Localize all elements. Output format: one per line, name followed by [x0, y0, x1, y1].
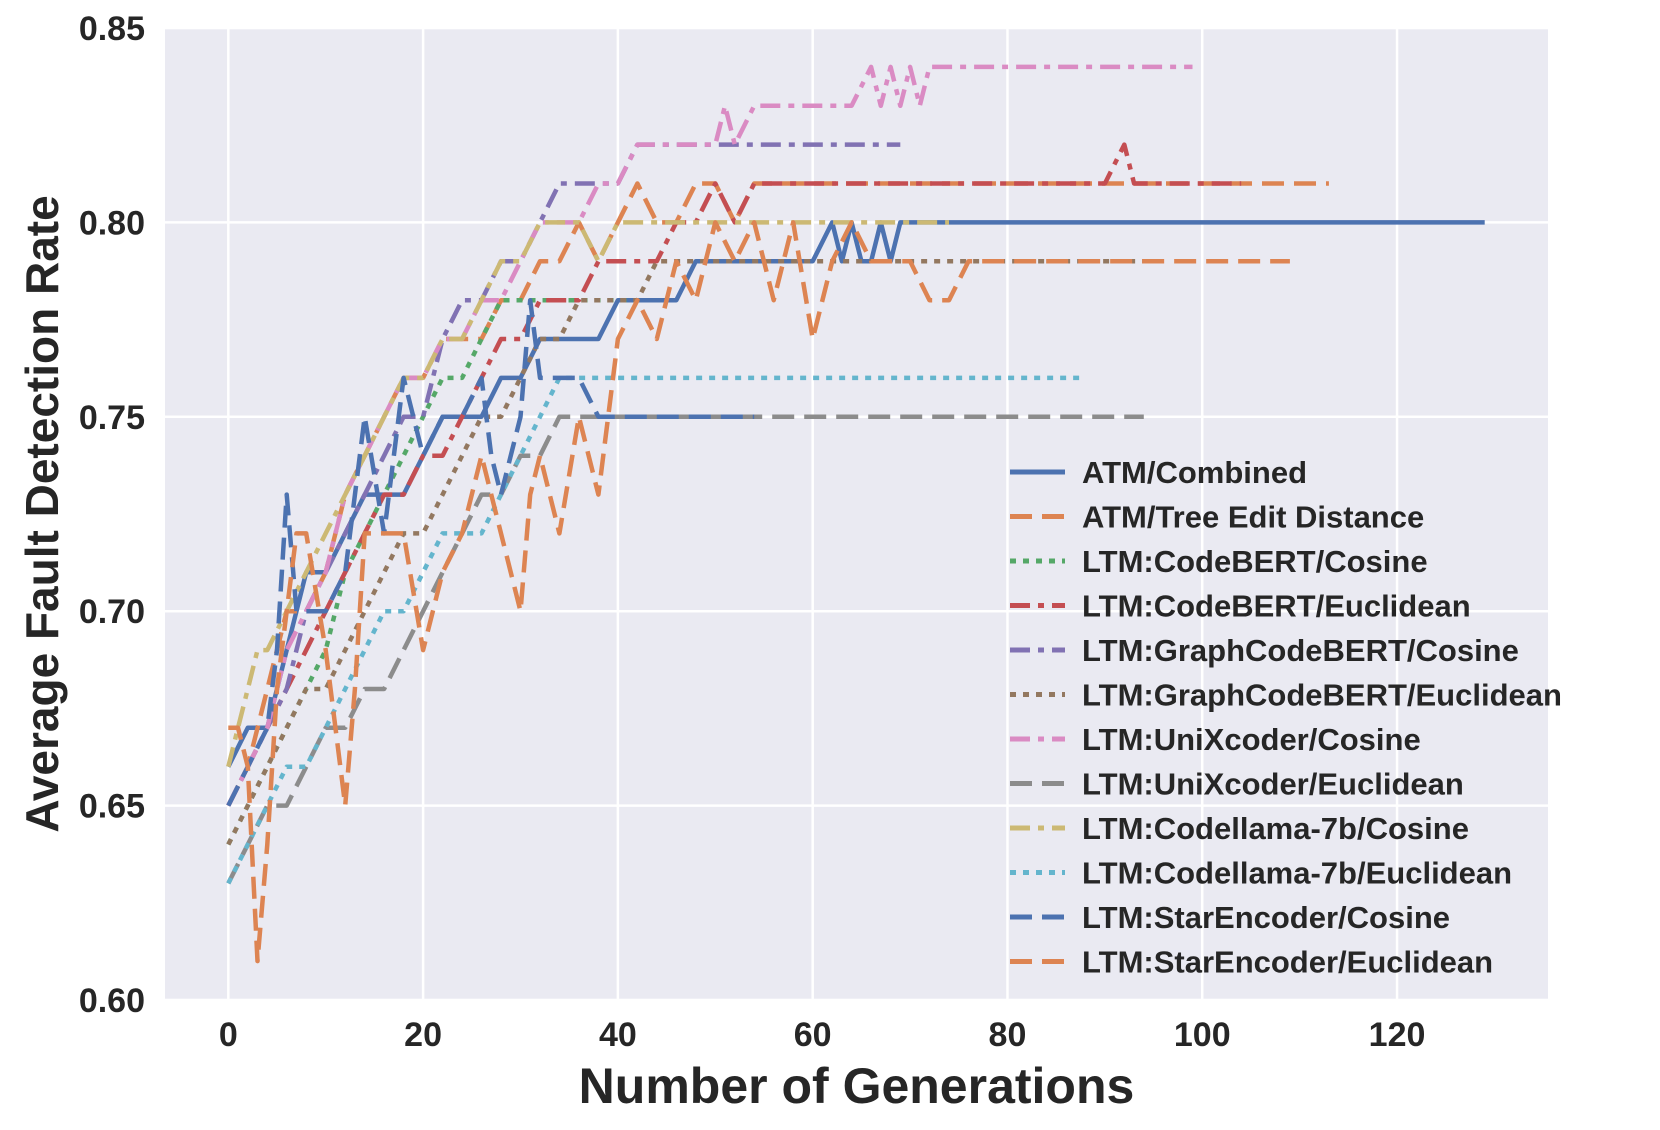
y-tick-label: 0.70 — [79, 593, 145, 631]
series-line-11 — [226, 297, 755, 807]
y-tick-labels: 0.60 0.65 0.70 0.75 0.80 0.85 — [79, 10, 145, 1020]
legend-label-10: LTM:Codellama-7b/Euclidean — [1082, 856, 1512, 891]
series-line-12 — [228, 220, 1290, 964]
x-tick-label: 60 — [794, 1016, 832, 1054]
x-axis-title: Number of Generations — [579, 1058, 1135, 1114]
y-tick-label: 0.75 — [79, 399, 145, 437]
legend-label-7: LTM:UniXcoder/Cosine — [1082, 722, 1421, 757]
series-line-7 — [226, 64, 1193, 807]
x-tick-label: 100 — [1174, 1016, 1231, 1054]
legend-label-9: LTM:Codellama-7b/Cosine — [1082, 811, 1469, 846]
legend-label-12: LTM:StarEncoder/Euclidean — [1082, 945, 1493, 980]
legend-label-4: LTM:CodeBERT/Euclidean — [1082, 589, 1471, 624]
legend-label-3: LTM:CodeBERT/Cosine — [1082, 544, 1428, 579]
y-axis-title: Average Fault Detection Rate — [16, 195, 68, 832]
legend-label-11: LTM:StarEncoder/Cosine — [1082, 900, 1450, 935]
legend-label-1: ATM/Combined — [1082, 455, 1307, 490]
x-tick-label: 20 — [404, 1016, 442, 1054]
plot-area — [165, 28, 1548, 1000]
x-tick-label: 0 — [219, 1016, 238, 1054]
series-line-6 — [226, 259, 1144, 846]
x-tick-label: 40 — [599, 1016, 637, 1054]
legend: ATM/Combined ATM/Tree Edit Distance LTM:Co… — [1010, 455, 1562, 980]
legend-label-5: LTM:GraphCodeBERT/Cosine — [1082, 633, 1519, 668]
legend-label-6: LTM:GraphCodeBERT/Euclidean — [1082, 678, 1562, 713]
y-tick-label: 0.60 — [79, 982, 145, 1020]
y-tick-label: 0.65 — [79, 788, 145, 826]
series-lines — [226, 64, 1485, 964]
y-tick-label: 0.85 — [79, 10, 145, 48]
series-line-4 — [226, 142, 1242, 807]
legend-label-2: ATM/Tree Edit Distance — [1082, 500, 1424, 535]
x-tick-label: 80 — [989, 1016, 1027, 1054]
x-tick-labels: 0 20 40 60 80 100 120 — [219, 1016, 1426, 1054]
legend-label-8: LTM:UniXcoder/Euclidean — [1082, 767, 1464, 802]
y-tick-label: 0.80 — [79, 204, 145, 242]
series-line-3 — [226, 297, 638, 846]
x-tick-label: 120 — [1369, 1016, 1426, 1054]
series-line-9 — [226, 220, 949, 768]
